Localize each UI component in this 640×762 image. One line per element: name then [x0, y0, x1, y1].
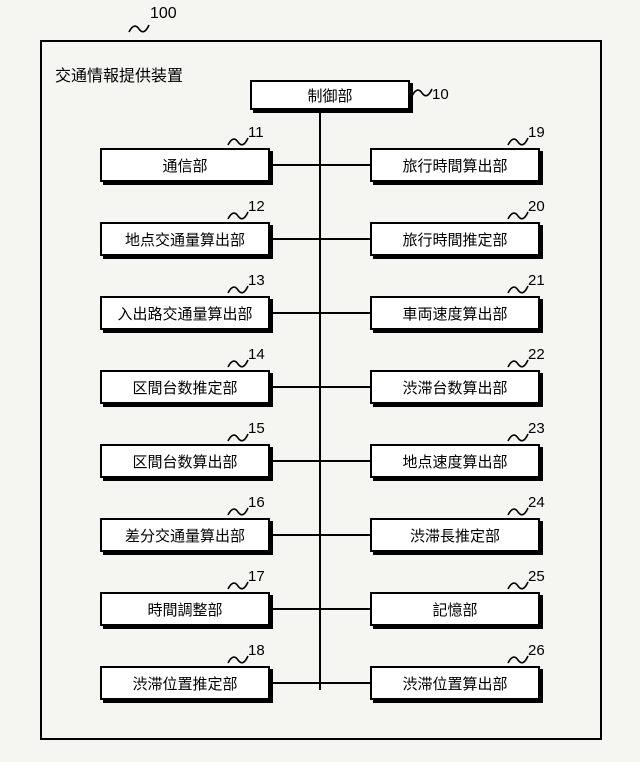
- node-right: 渋滞長推定部: [370, 518, 540, 552]
- node-right-ref: 24: [528, 494, 545, 511]
- node-right: 旅行時間推定部: [370, 222, 540, 256]
- node-right: 記憶部: [370, 592, 540, 626]
- node-left-ref-lead: [227, 652, 249, 666]
- node-left: 時間調整部: [100, 592, 270, 626]
- node-right-ref: 23: [528, 420, 545, 437]
- node-left-ref: 12: [248, 198, 265, 215]
- controller-ref: 10: [432, 86, 449, 103]
- node-right-ref-lead: [507, 356, 529, 370]
- node-left-ref-lead: [227, 356, 249, 370]
- node-right: 地点速度算出部: [370, 444, 540, 478]
- node-left-ref-lead: [227, 430, 249, 444]
- node-left-ref-lead: [227, 134, 249, 148]
- node-left: 区間台数算出部: [100, 444, 270, 478]
- controller-node: 制御部: [250, 80, 410, 110]
- node-right-ref: 21: [528, 272, 545, 289]
- node-right-ref-lead: [507, 578, 529, 592]
- node-left: 渋滞位置推定部: [100, 666, 270, 700]
- controller-ref-lead: [411, 85, 433, 99]
- node-right-ref-lead: [507, 430, 529, 444]
- node-right: 車両速度算出部: [370, 296, 540, 330]
- node-right-ref: 22: [528, 346, 545, 363]
- node-left-ref: 17: [248, 568, 265, 585]
- node-right: 旅行時間算出部: [370, 148, 540, 182]
- node-left-ref: 18: [248, 642, 265, 659]
- node-right-ref: 20: [528, 198, 545, 215]
- node-left-ref: 16: [248, 494, 265, 511]
- node-right-ref-lead: [507, 504, 529, 518]
- node-left-ref: 14: [248, 346, 265, 363]
- node-right-ref: 26: [528, 642, 545, 659]
- node-left: 区間台数推定部: [100, 370, 270, 404]
- node-right: 渋滞位置算出部: [370, 666, 540, 700]
- node-left-ref-lead: [227, 208, 249, 222]
- node-left: 差分交通量算出部: [100, 518, 270, 552]
- node-left-ref: 13: [248, 272, 265, 289]
- node-left-ref-lead: [227, 282, 249, 296]
- node-right: 渋滞台数算出部: [370, 370, 540, 404]
- node-right-ref: 25: [528, 568, 545, 585]
- node-left: 入出路交通量算出部: [100, 296, 270, 330]
- node-left: 地点交通量算出部: [100, 222, 270, 256]
- node-right-ref-lead: [507, 282, 529, 296]
- node-right-ref-lead: [507, 208, 529, 222]
- node-left-ref-lead: [227, 578, 249, 592]
- node-left-ref: 11: [248, 124, 264, 141]
- node-left: 通信部: [100, 148, 270, 182]
- node-left-ref-lead: [227, 504, 249, 518]
- node-left-ref: 15: [248, 420, 265, 437]
- node-right-ref-lead: [507, 134, 529, 148]
- node-right-ref: 19: [528, 124, 545, 141]
- node-right-ref-lead: [507, 652, 529, 666]
